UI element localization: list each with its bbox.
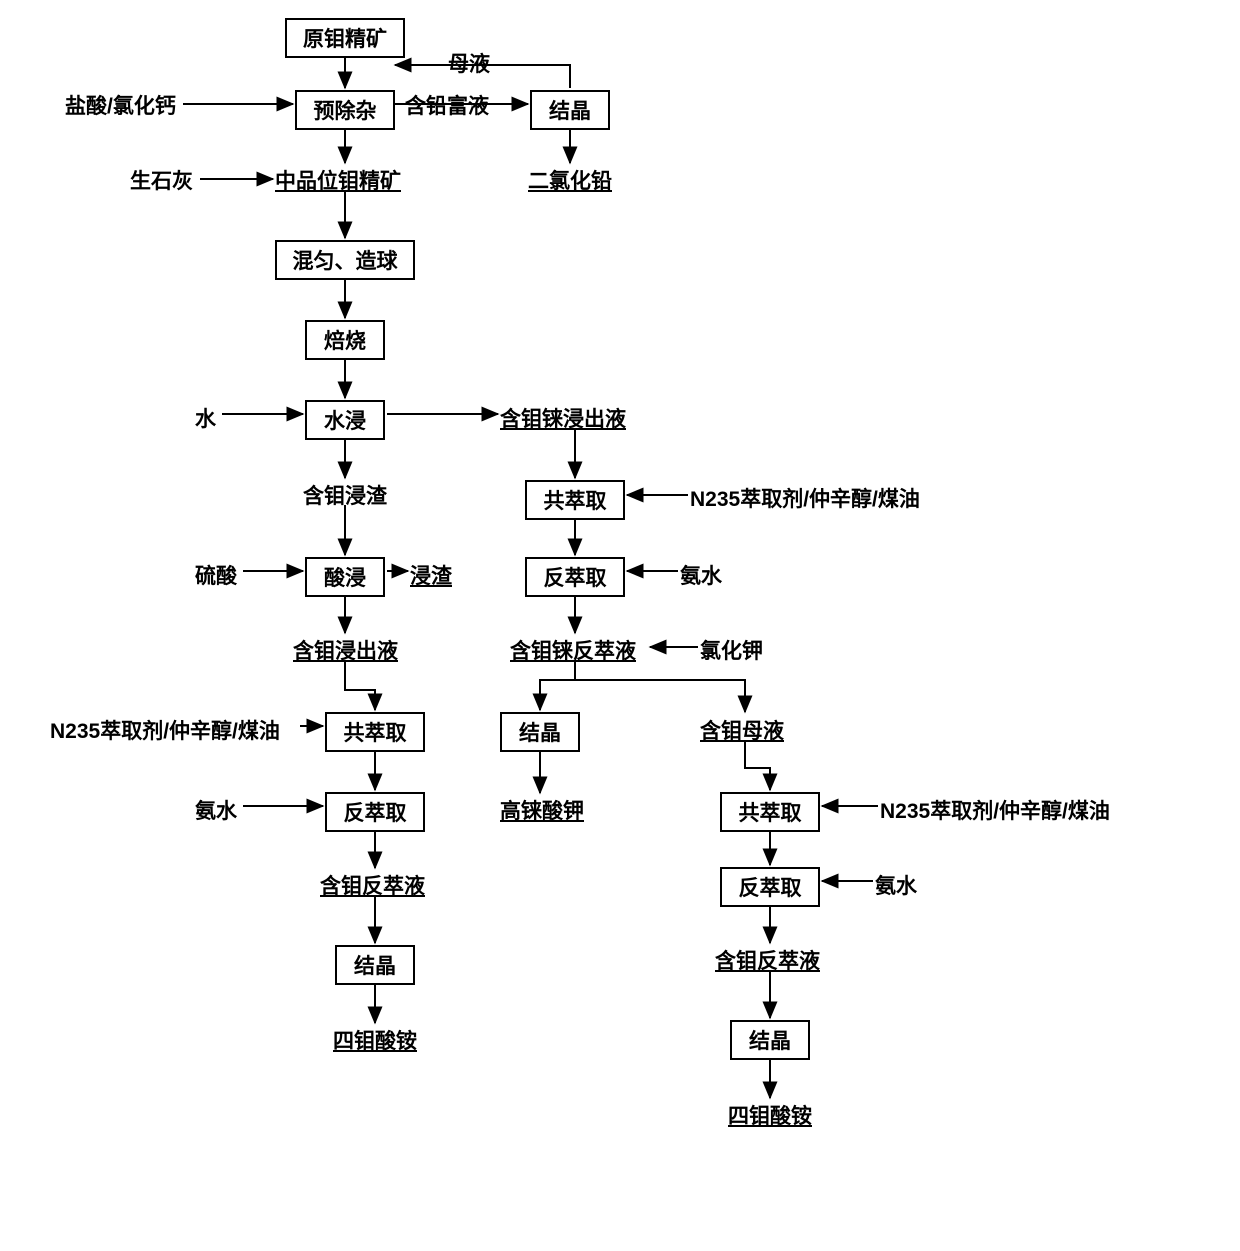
node-n_kcl: 氯化钾 (700, 635, 763, 665)
node-n_raw: 原钼精矿 (285, 18, 405, 58)
node-n_hcl: 盐酸/氯化钙 (65, 90, 176, 120)
node-n_ext2: N235萃取剂/仲辛醇/煤油 (50, 715, 280, 745)
node-n_mo_back3: 含钼反萃液 (715, 945, 820, 975)
node-n_coextr1: 共萃取 (525, 480, 625, 520)
node-n_nh3_2: 氨水 (195, 795, 237, 825)
node-n_back2: 反萃取 (325, 792, 425, 832)
node-n_coextr3: 共萃取 (720, 792, 820, 832)
node-n_more_leach: 含钼铼浸出液 (500, 403, 626, 433)
node-n_mo_back2: 含钼反萃液 (320, 870, 425, 900)
node-n_nh3_1: 氨水 (680, 560, 722, 590)
flow-arrow (745, 741, 770, 790)
flow-arrow (540, 662, 575, 710)
node-n_mo_slag: 含钼浸渣 (303, 480, 387, 510)
node-n_mother: 母液 (448, 48, 490, 78)
node-n_reo4: 高铼酸钾 (500, 795, 584, 825)
node-n_tetra2: 四钼酸铵 (728, 1100, 812, 1130)
node-n_pbrich: 含铅富液 (405, 90, 489, 120)
node-n_mixball: 混匀、造球 (275, 240, 415, 280)
flow-arrow (575, 680, 745, 712)
node-n_more_back: 含钼铼反萃液 (510, 635, 636, 665)
node-n_roast: 焙烧 (305, 320, 385, 360)
node-n_midgrade: 中品位钼精矿 (275, 165, 401, 195)
node-n_water: 水 (195, 403, 216, 433)
node-n_wleach: 水浸 (305, 400, 385, 440)
node-n_coextr2: 共萃取 (325, 712, 425, 752)
node-n_cryst2: 结晶 (500, 712, 580, 752)
node-n_mo_liq: 含钼浸出液 (293, 635, 398, 665)
flow-arrow (345, 662, 375, 710)
node-n_back1: 反萃取 (525, 557, 625, 597)
node-n_tetra1: 四钼酸铵 (333, 1025, 417, 1055)
node-n_h2so4: 硫酸 (195, 560, 237, 590)
node-n_ext3: N235萃取剂/仲辛醇/煤油 (880, 795, 1110, 825)
node-n_ext1: N235萃取剂/仲辛醇/煤油 (690, 483, 920, 513)
node-n_slag: 浸渣 (410, 560, 452, 590)
node-n_mo_mother: 含钼母液 (700, 715, 784, 745)
node-n_cryst3: 结晶 (335, 945, 415, 985)
node-n_cryst4: 结晶 (730, 1020, 810, 1060)
node-n_lime: 生石灰 (130, 165, 193, 195)
node-n_nh3_3: 氨水 (875, 870, 917, 900)
node-n_pre: 预除杂 (295, 90, 395, 130)
node-n_acidleach: 酸浸 (305, 557, 385, 597)
node-n_back3: 反萃取 (720, 867, 820, 907)
node-n_pbcl2: 二氯化铅 (528, 165, 612, 195)
node-n_cryst_pb: 结晶 (530, 90, 610, 130)
